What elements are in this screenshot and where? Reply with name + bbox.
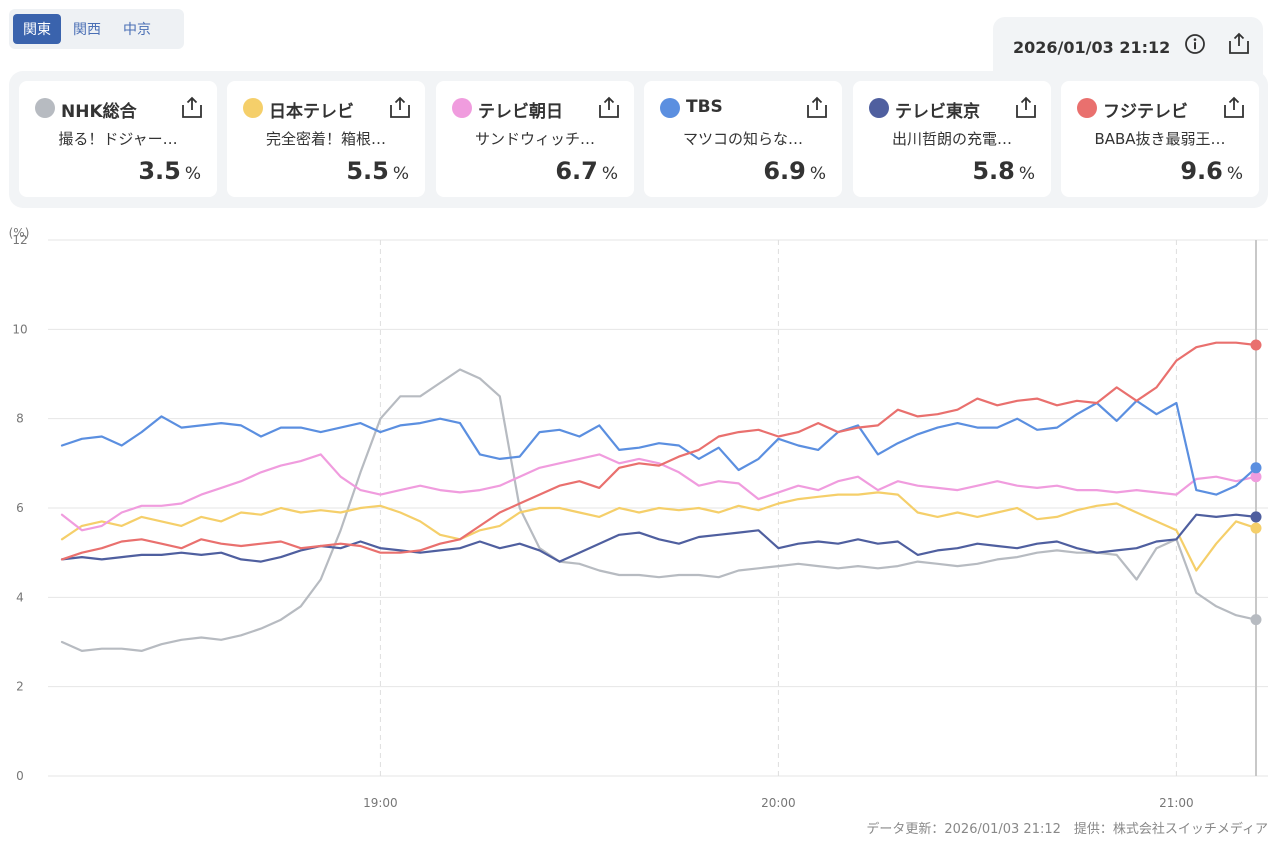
channel-name: TBS <box>686 97 723 117</box>
y-tick-label: 2 <box>16 680 24 694</box>
y-tick-label: 6 <box>16 501 24 515</box>
series-line-4 <box>60 513 1258 563</box>
data-source-footer: データ更新：2026/01/03 21:12 提供：株式会社スイッチメディア <box>866 822 1268 837</box>
region-tab-1[interactable]: 関西 <box>73 22 101 38</box>
rating-number: 6.7 <box>555 157 598 185</box>
ratings-line-chart: 0 2 4 6 8 10 12(%) 19:00 20:00 21:00 <box>9 226 1268 810</box>
region-tabs: 関東 関西 中京 <box>9 9 184 49</box>
series-line-5 <box>60 341 1258 561</box>
rating-unit: % <box>1018 164 1035 184</box>
channel-name: フジテレビ <box>1103 102 1188 122</box>
y-tick-label: 8 <box>16 412 24 426</box>
share-icon[interactable] <box>1228 31 1250 55</box>
rating-number: 5.5 <box>346 157 389 185</box>
channel-card[interactable]: 日本テレビ完全密着！箱根… 5.5% <box>227 81 425 197</box>
rating-value: 5.8% <box>972 157 1035 185</box>
series-end-point-1[interactable] <box>1250 522 1262 534</box>
series-end-point-5[interactable] <box>1250 339 1262 351</box>
series-end-point-3[interactable] <box>1250 462 1262 474</box>
channel-card[interactable]: テレビ朝日サンドウィッチ… 6.7% <box>436 81 634 197</box>
channel-color-dot <box>243 98 263 118</box>
channel-card[interactable]: TBS マツコの知らな… 6.9% <box>644 81 842 197</box>
series-line-3 <box>60 399 1258 496</box>
channel-color-dot <box>1077 98 1097 118</box>
channel-name: テレビ朝日 <box>478 102 563 122</box>
region-tab-0[interactable]: 関東 <box>13 14 61 44</box>
program-title: マツコの知らな… <box>682 130 803 148</box>
channel-card[interactable]: テレビ東京出川哲朗の充電… 5.8% <box>853 81 1051 197</box>
info-icon[interactable] <box>1184 33 1206 55</box>
program-title: 出川哲朗の充電… <box>891 130 1012 148</box>
y-axis-label: (%) <box>9 226 30 240</box>
series-end-point-4[interactable] <box>1250 511 1262 523</box>
share-icon[interactable] <box>1015 95 1037 119</box>
y-tick-label: 4 <box>16 590 24 604</box>
y-tick-label: 12 <box>12 233 27 247</box>
channel-color-dot <box>869 98 889 118</box>
rating-unit: % <box>1226 164 1243 184</box>
series-end-point-0[interactable] <box>1250 614 1262 626</box>
channel-name: NHK総合 <box>61 102 137 122</box>
share-icon[interactable] <box>389 95 411 119</box>
channel-color-dot <box>452 98 472 118</box>
y-tick-label: 10 <box>12 322 27 336</box>
channel-card[interactable]: NHK総合撮る！ドジャー… 3.5% <box>19 81 217 197</box>
rating-value: 9.6% <box>1180 157 1243 185</box>
channel-name: テレビ東京 <box>895 102 980 122</box>
update-timestamp: 2026/01/03 21:12 <box>1013 37 1171 57</box>
header-panel: 2026/01/03 21:12 <box>993 17 1263 77</box>
channel-cards: NHK総合 撮る！ドジャー… 3.5% 日本テレビ 完全密着！箱根… 5.5% テレビ朝日サ… <box>9 71 1268 208</box>
share-icon[interactable] <box>806 95 828 119</box>
rating-number: 3.5 <box>138 157 181 185</box>
channel-color-dot <box>660 98 680 118</box>
rating-number: 5.8 <box>972 157 1015 185</box>
series-end-point-2[interactable] <box>1250 471 1262 483</box>
rating-value: 6.9% <box>763 157 826 185</box>
channel-card[interactable]: フジテレビ BABA抜き最弱王… 9.6% <box>1061 81 1259 197</box>
share-icon[interactable] <box>181 95 203 119</box>
series-line-0 <box>60 368 1258 652</box>
series-line-1 <box>60 491 1258 572</box>
program-title: 完全密着！箱根… <box>265 130 386 148</box>
rating-value: 5.5% <box>346 157 409 185</box>
rating-number: 6.9 <box>763 157 806 185</box>
rating-unit: % <box>601 164 618 184</box>
x-tick-label: 21:00 <box>1159 796 1194 810</box>
rating-unit: % <box>392 164 409 184</box>
region-tab-2[interactable]: 中京 <box>123 22 151 38</box>
rating-number: 9.6 <box>1180 157 1223 185</box>
x-tick-label: 20:00 <box>761 796 796 810</box>
program-title: BABA抜き最弱王… <box>1094 130 1226 148</box>
rating-unit: % <box>809 164 826 184</box>
x-tick-label: 19:00 <box>363 796 398 810</box>
series-line-2 <box>60 453 1258 532</box>
program-title: 撮る！ドジャー… <box>58 130 178 148</box>
channel-color-dot <box>35 98 55 118</box>
y-tick-label: 0 <box>16 769 24 783</box>
share-icon[interactable] <box>598 95 620 119</box>
program-title: サンドウィッチ… <box>474 130 595 148</box>
channel-name: 日本テレビ <box>269 102 354 122</box>
rating-unit: % <box>184 164 201 184</box>
share-icon[interactable] <box>1223 95 1245 119</box>
rating-value: 3.5% <box>138 157 201 185</box>
rating-value: 6.7% <box>555 157 618 185</box>
